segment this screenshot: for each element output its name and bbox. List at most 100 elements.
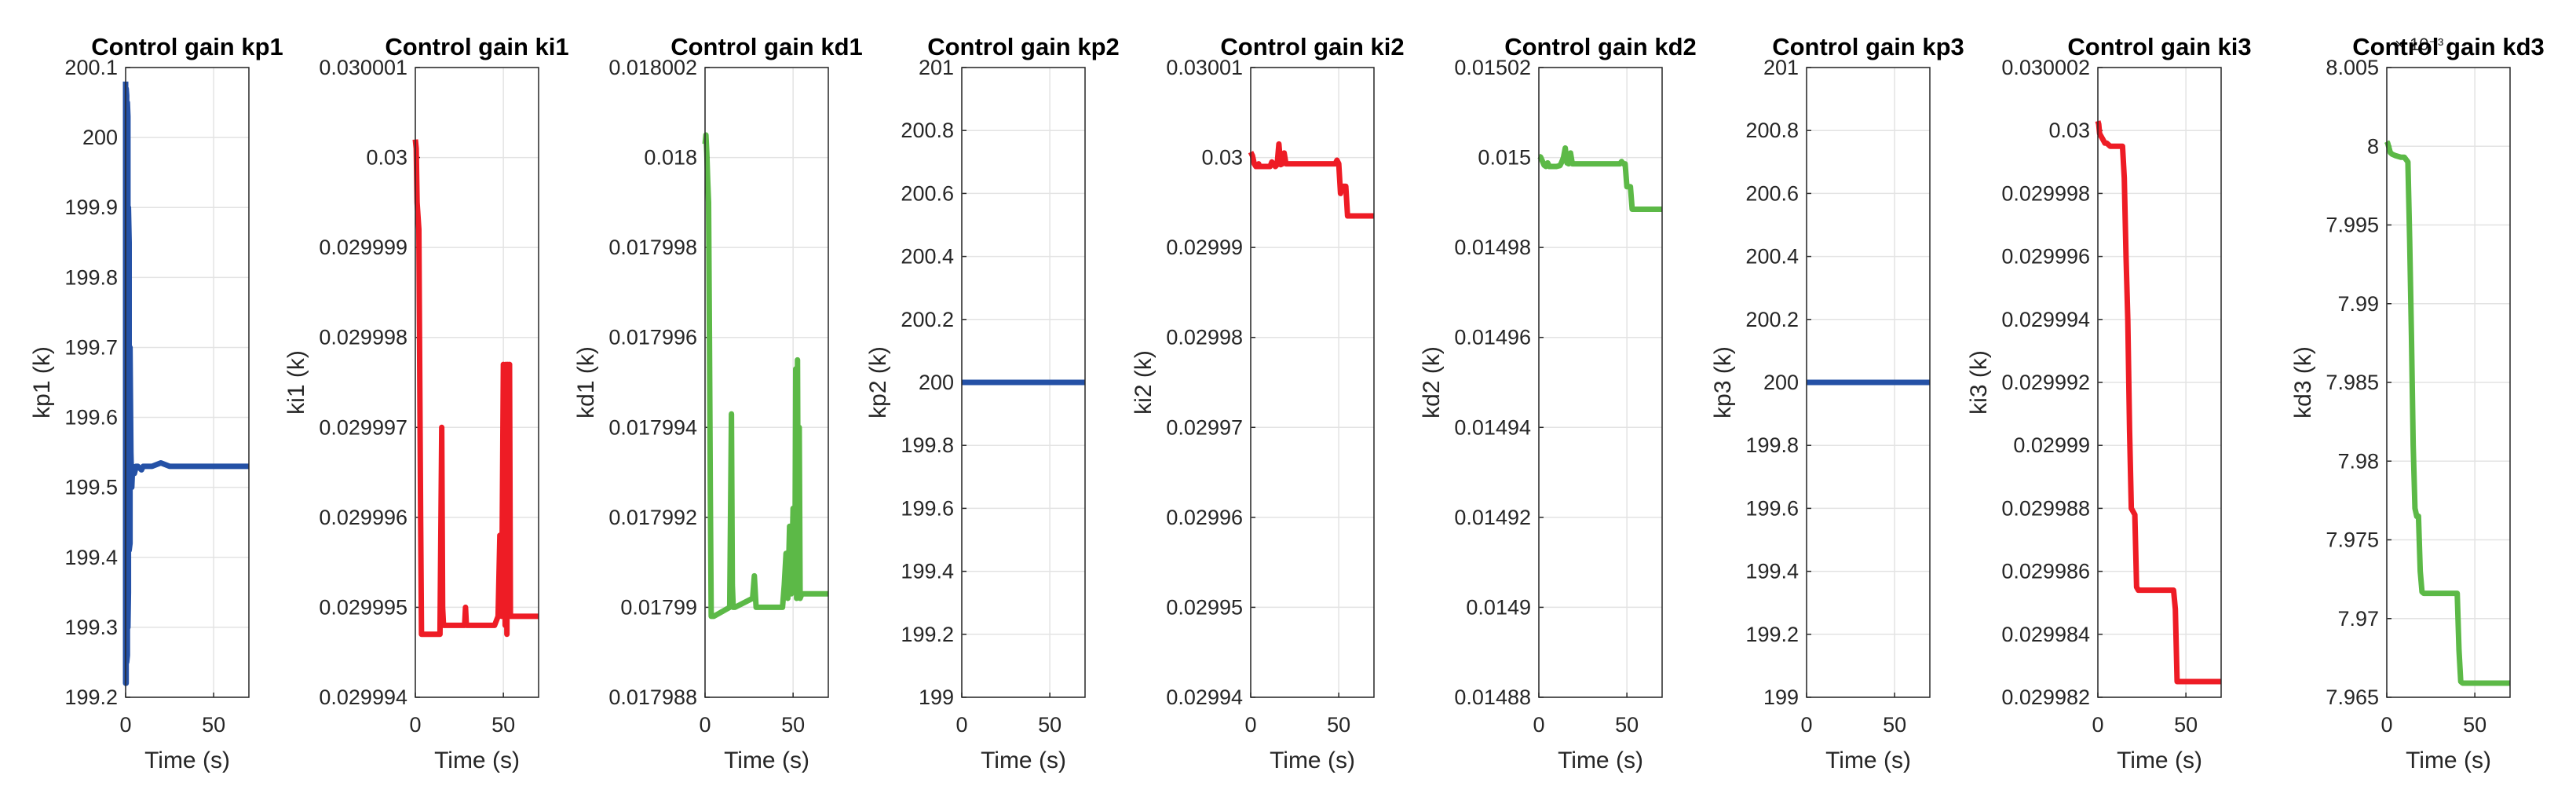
series-line-kd1 xyxy=(702,132,828,620)
y-axis-label: kd3 (k) xyxy=(2290,346,2316,419)
y-tick-label: 199.6 xyxy=(64,406,118,430)
y-tick-label: 0.01488 xyxy=(1454,685,1531,709)
series-line-kd2 xyxy=(1536,145,1662,212)
plot-frame xyxy=(1250,67,1375,698)
x-axis-label: Time (s) xyxy=(724,748,809,773)
y-tick-label: 199.6 xyxy=(1745,496,1799,520)
x-tick-label: 0 xyxy=(955,713,967,737)
y-tick-label: 200.6 xyxy=(1745,181,1799,205)
x-axis-label: Time (s) xyxy=(434,748,520,773)
y-tick-label: 0.018 xyxy=(644,146,697,170)
plot-frame xyxy=(704,67,829,698)
plot-frame xyxy=(1806,67,1931,698)
x-tick-label: 0 xyxy=(119,713,131,737)
x-tick-label: 50 xyxy=(1615,713,1639,737)
x-tick-label: 50 xyxy=(202,713,225,737)
subplot-ki1: 0.029994 0.029995 0.029996 0.029997 0.029998… xyxy=(283,33,569,773)
y-tick-label: 7.99 xyxy=(2337,292,2379,316)
y-tick-label: 199.9 xyxy=(64,196,118,219)
x-tick-label: 0 xyxy=(699,713,711,737)
subplot-title: Control gain kd3 xyxy=(2352,33,2545,60)
y-tick-label: 199.8 xyxy=(1745,433,1799,457)
series-line-ki3 xyxy=(2095,120,2221,685)
y-tick-label: 7.98 xyxy=(2337,449,2379,473)
series-line-ki2 xyxy=(1248,141,1374,219)
x-axis-label: Time (s) xyxy=(1558,748,1643,773)
x-tick-label: 0 xyxy=(1244,713,1256,737)
y-axis-label: ki1 (k) xyxy=(283,350,309,415)
y-tick-label: 0.029982 xyxy=(2001,685,2090,709)
plot-frame xyxy=(961,67,1086,698)
y-tick-label: 0.029984 xyxy=(2001,623,2090,646)
y-tick-label: 199.2 xyxy=(64,685,118,709)
x-tick-label: 0 xyxy=(2381,713,2392,737)
y-tick-label: 7.995 xyxy=(2326,214,2379,237)
y-tick-label: 7.965 xyxy=(2326,685,2379,709)
y-axis-label: kd2 (k) xyxy=(1419,346,1445,419)
y-tick-label: 0.029986 xyxy=(2001,560,2090,583)
x-axis-label: Time (s) xyxy=(2117,748,2202,773)
x-axis-label: Time (s) xyxy=(1825,748,1911,773)
y-tick-label: 200.8 xyxy=(1745,119,1799,142)
y-tick-label: 200.6 xyxy=(901,181,954,205)
y-tick-label: 199 xyxy=(919,685,954,709)
subplot-kp1: 199.2 199.3 199.4 199.5 199.6 199.7 199.8 199.9… xyxy=(29,33,283,773)
subplot-title: Control gain ki2 xyxy=(1220,33,1404,60)
y-tick-label: 0.01502 xyxy=(1454,56,1531,79)
y-tick-label: 7.97 xyxy=(2337,607,2379,631)
y-tick-label: 199.4 xyxy=(64,546,118,569)
plot-frame xyxy=(2097,67,2222,698)
y-tick-label: 0.029995 xyxy=(319,595,407,619)
y-tick-label: 0.0149 xyxy=(1466,595,1531,619)
x-tick-label: 50 xyxy=(1883,713,1906,737)
subplot-ki3: 0.029982 0.029984 0.029986 0.029988 0.02999 0… xyxy=(1966,33,2252,773)
y-tick-label: 201 xyxy=(1763,56,1799,79)
x-axis-label: Time (s) xyxy=(981,748,1066,773)
y-tick-label: 200.1 xyxy=(64,56,118,79)
y-tick-label: 0.018002 xyxy=(608,56,697,79)
x-tick-label: 0 xyxy=(1533,713,1544,737)
x-axis-label: Time (s) xyxy=(1270,748,1355,773)
y-tick-label: 0.02997 xyxy=(1166,415,1243,439)
y-tick-label: 199.4 xyxy=(1745,560,1799,583)
x-axis-label: Time (s) xyxy=(144,748,230,773)
subplot-title: Control gain kd1 xyxy=(670,33,863,60)
y-tick-label: 199.6 xyxy=(901,496,954,520)
y-tick-label: 199.7 xyxy=(64,335,118,359)
y-axis-label: kp3 (k) xyxy=(1710,346,1736,419)
y-axis-label: ki3 (k) xyxy=(1966,350,1992,415)
y-tick-label: 200 xyxy=(82,126,118,149)
y-tick-label: 199.8 xyxy=(901,433,954,457)
y-tick-label: 200.8 xyxy=(901,119,954,142)
y-tick-label: 199 xyxy=(1763,685,1799,709)
series-line-ki1 xyxy=(412,139,539,638)
y-tick-label: 0.029992 xyxy=(2001,371,2090,394)
y-tick-label: 0.02994 xyxy=(1166,685,1243,709)
y-tick-label: 0.017994 xyxy=(608,415,697,439)
y-tick-label: 0.030002 xyxy=(2001,56,2090,79)
y-tick-label: 200.4 xyxy=(1745,245,1799,269)
y-tick-label: 0.03 xyxy=(366,146,407,170)
y-tick-label: 200.4 xyxy=(901,245,954,269)
subplot-kd1: 0.017988 0.01799 0.017992 0.017994 0.017996 0… xyxy=(573,33,863,773)
subplot-ki2: 0.02994 0.02995 0.02996 0.02997 0.02998 0.029… xyxy=(1131,33,1405,773)
plot-frame xyxy=(125,67,250,698)
y-tick-label: 0.029999 xyxy=(319,236,407,259)
y-tick-label: 0.02995 xyxy=(1166,595,1243,619)
subplot-title: Control gain kp2 xyxy=(927,33,1120,60)
subplot-title: Control gain kp3 xyxy=(1772,33,1964,60)
subplot-title: Control gain ki3 xyxy=(2067,33,2251,60)
series-line-kp1 xyxy=(122,81,249,686)
y-tick-label: 0.01498 xyxy=(1454,236,1531,259)
y-tick-label: 7.985 xyxy=(2326,371,2379,394)
y-tick-label: 8.005 xyxy=(2326,56,2379,79)
x-tick-label: 0 xyxy=(2092,713,2103,737)
subplot-kp3: 199 199.2 199.4 199.6 199.8 200 200.2 200.4 200.… xyxy=(1710,33,1964,773)
subplot-title: Control gain kd2 xyxy=(1504,33,1697,60)
y-tick-label: 0.01496 xyxy=(1454,326,1531,349)
y-tick-label: 199.2 xyxy=(901,623,954,646)
x-tick-label: 0 xyxy=(1800,713,1812,737)
y-tick-label: 0.01492 xyxy=(1454,506,1531,529)
y-tick-label: 0.029994 xyxy=(319,685,407,709)
y-tick-label: 0.030001 xyxy=(319,56,407,79)
